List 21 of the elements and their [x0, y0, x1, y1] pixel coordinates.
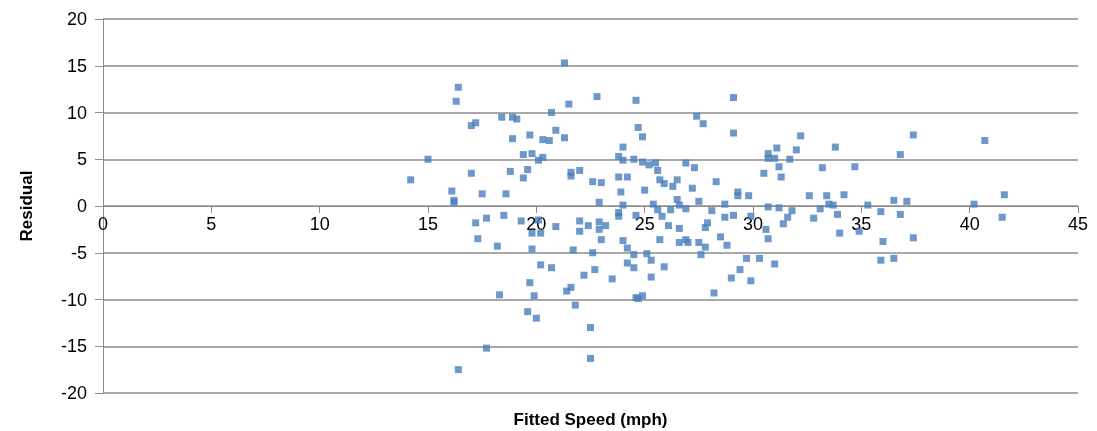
- y-tick-label: 15: [66, 55, 87, 76]
- y-axis-title: Residual: [17, 170, 36, 242]
- x-tick-label: 45: [1067, 214, 1089, 234]
- x-tick-label: 30: [742, 214, 764, 234]
- y-tick-label: 0: [76, 196, 87, 216]
- x-tick-label: 20: [526, 214, 547, 234]
- x-axis-title: Fitted Speed (mph): [513, 410, 668, 429]
- x-tick-label: 15: [417, 214, 439, 234]
- x-tick-label: 40: [959, 214, 980, 234]
- x-tick-label: 0: [97, 214, 109, 234]
- y-tick-label: -5: [70, 242, 87, 263]
- y-tick-label: -10: [60, 289, 87, 310]
- x-tick-label: 35: [851, 214, 872, 234]
- x-tick-label: 10: [309, 214, 330, 234]
- y-tick-label: 5: [76, 149, 87, 170]
- y-tick-label: 20: [66, 9, 87, 29]
- x-tick-label: 5: [206, 214, 217, 234]
- y-tick-label: 10: [66, 102, 87, 123]
- y-tick-label: -15: [60, 336, 87, 357]
- y-tick-label: -20: [60, 383, 87, 403]
- x-tick-label: 25: [634, 214, 655, 234]
